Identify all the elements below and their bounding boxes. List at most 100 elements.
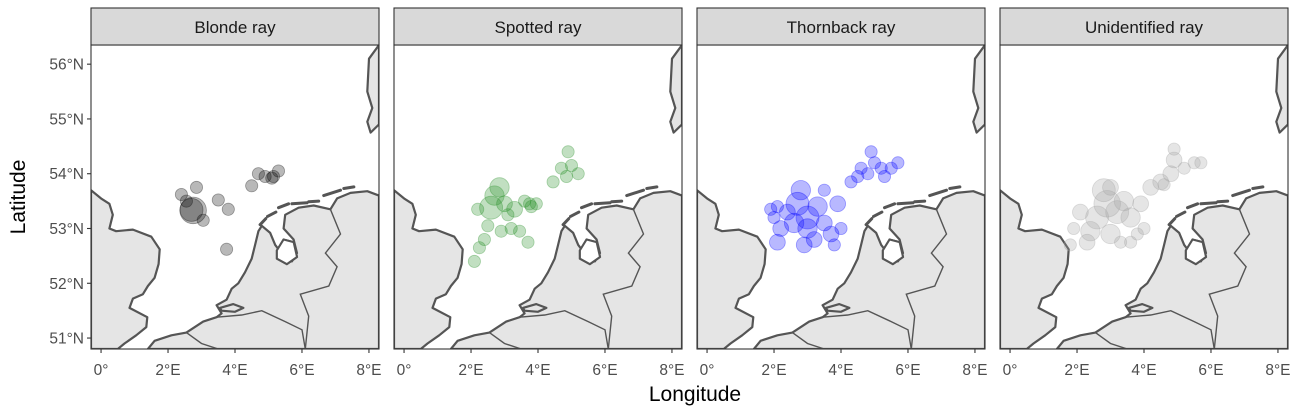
data-point — [471, 202, 485, 216]
wadden-island — [610, 199, 624, 204]
land-continent — [1055, 190, 1288, 349]
facet-title: Blonde ray — [194, 18, 276, 37]
data-point — [1093, 190, 1121, 218]
country-border — [791, 332, 825, 349]
data-point — [772, 220, 789, 237]
land-england — [394, 189, 464, 349]
data-point — [1113, 191, 1135, 212]
data-point — [1142, 179, 1159, 196]
y-axis-title: Latitude — [7, 160, 30, 235]
data-point — [477, 232, 491, 246]
x-tick-label: 6°E — [895, 362, 920, 379]
data-point — [851, 169, 865, 183]
wadden-island — [580, 202, 594, 210]
data-point — [561, 145, 575, 159]
facet-panel-thornback-ray: Thornback ray 0° 2°E 4°E 6°E 8°E — [696, 7, 988, 379]
data-point — [764, 202, 778, 216]
data-point — [1165, 151, 1183, 169]
data-point — [1067, 221, 1081, 235]
data-point — [769, 233, 786, 251]
data-point — [523, 197, 537, 211]
wadden-island — [1186, 202, 1200, 210]
data-point — [1177, 161, 1191, 175]
x-tick-label: 4°E — [1131, 362, 1156, 379]
land-jutland — [366, 45, 379, 134]
data-point — [554, 161, 568, 175]
data-point — [844, 175, 858, 189]
data-point — [861, 167, 875, 181]
x-tick-label: 2°E — [458, 362, 483, 379]
y-tick-label: 56°N — [49, 57, 84, 74]
wadden-island — [625, 188, 645, 198]
data-point — [258, 169, 272, 183]
data-point — [546, 175, 560, 189]
data-point — [822, 225, 840, 243]
observations — [174, 164, 285, 256]
wadden-island — [593, 201, 612, 206]
country-border — [1208, 209, 1251, 349]
y-tick-label: 54°N — [49, 166, 84, 183]
country-border — [1125, 309, 1215, 349]
data-point — [472, 241, 486, 255]
y-tick-label: 53°N — [49, 221, 84, 238]
data-point — [805, 231, 823, 248]
data-point — [1085, 205, 1109, 230]
wadden-island — [258, 217, 268, 227]
data-point — [189, 180, 203, 194]
data-point — [1120, 207, 1141, 228]
data-point — [829, 195, 846, 213]
data-point — [854, 161, 868, 175]
data-point — [864, 145, 878, 159]
data-point — [1130, 227, 1144, 241]
wadden-island — [569, 210, 581, 218]
data-point — [481, 219, 495, 233]
data-point — [878, 169, 892, 183]
data-point — [1091, 178, 1116, 203]
country-border — [822, 309, 912, 349]
data-point — [797, 218, 818, 239]
data-point — [783, 212, 805, 234]
country-border — [602, 209, 645, 349]
land-continent — [752, 190, 985, 349]
data-point — [884, 161, 898, 175]
wadden-island — [1216, 199, 1230, 204]
wadden-island — [342, 185, 356, 190]
x-tick-label: 6°E — [1198, 362, 1223, 379]
data-point — [1137, 221, 1151, 235]
data-point — [795, 236, 813, 254]
land-england — [91, 189, 161, 349]
data-point — [266, 169, 280, 183]
data-point — [874, 161, 888, 175]
data-point — [271, 164, 285, 178]
data-point — [807, 196, 828, 217]
data-point — [1114, 235, 1128, 249]
data-point — [494, 224, 508, 238]
land-jutland — [1275, 45, 1288, 134]
x-tick-label: 6°E — [289, 362, 314, 379]
data-point — [245, 179, 259, 193]
wadden-island — [1231, 188, 1251, 198]
country-border — [185, 332, 219, 349]
facet-strip — [393, 7, 683, 46]
data-point — [1162, 165, 1180, 183]
land-jutland — [669, 45, 682, 134]
data-point — [529, 197, 543, 211]
data-point — [1078, 233, 1096, 251]
wadden-island — [561, 217, 571, 227]
facet-panel-unidentified-ray: Unidentified ray 0° 2°E 4°E 6°E 8°E — [999, 7, 1291, 379]
wadden-island — [913, 199, 927, 204]
country-border — [488, 332, 522, 349]
data-point — [815, 214, 833, 232]
wadden-island — [864, 217, 874, 227]
basemap — [394, 45, 682, 349]
wadden-island — [948, 185, 962, 190]
data-point — [1105, 200, 1130, 225]
wadden-island — [896, 201, 915, 206]
x-tick-label: 6°E — [592, 362, 617, 379]
x-tick-label: 4°E — [222, 362, 247, 379]
data-point — [1167, 142, 1181, 156]
data-point — [467, 254, 481, 268]
observations — [764, 145, 905, 254]
data-point — [504, 221, 518, 235]
data-point — [1194, 156, 1208, 170]
